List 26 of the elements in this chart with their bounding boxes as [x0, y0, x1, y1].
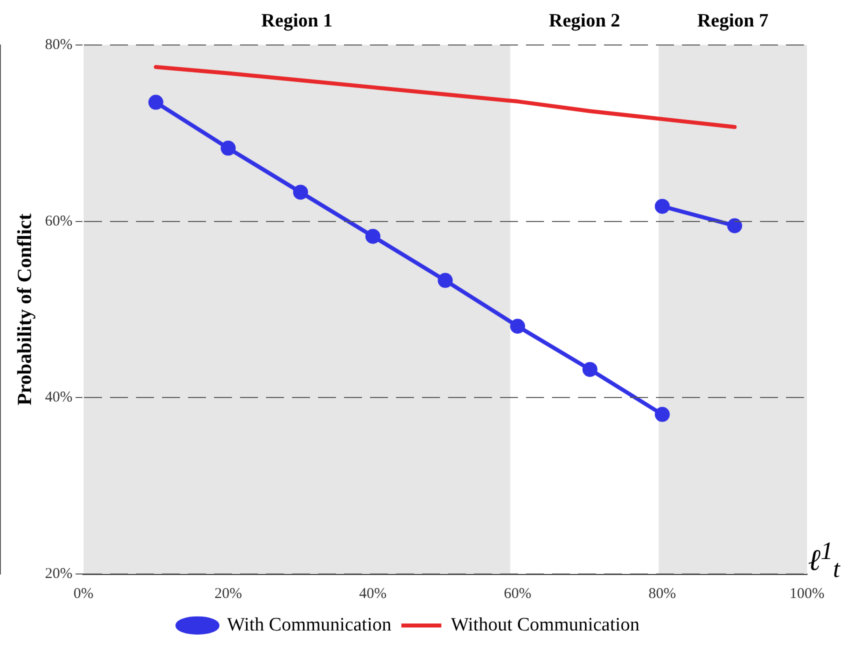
point — [438, 272, 453, 288]
point — [148, 94, 164, 110]
x-tick-label: 100% — [790, 586, 824, 602]
legend-label: With Communication — [226, 614, 392, 636]
y-axis-title: Probability of Conflict — [14, 213, 36, 406]
legend-label: Without Communication — [450, 614, 640, 636]
x-tick-label: 40% — [359, 586, 387, 602]
point — [293, 184, 308, 200]
point — [727, 218, 742, 234]
x-tick-label: 20% — [214, 586, 242, 602]
band-label: Region 2 — [548, 10, 620, 32]
point — [654, 406, 670, 422]
point — [220, 140, 236, 156]
x-tick-label: 0% — [73, 586, 94, 602]
y-tick-label: 20% — [44, 566, 72, 582]
y-tick-label: 80% — [44, 36, 72, 53]
band-label: Region 7 — [697, 10, 769, 32]
point — [582, 362, 598, 377]
x-tick-label: 60% — [504, 586, 532, 602]
y-tick-label: 40% — [44, 390, 72, 406]
x-tick-label: 80% — [648, 586, 676, 602]
point — [654, 198, 670, 214]
y-tick-label: 60% — [44, 213, 72, 230]
band-label: Region 1 — [261, 10, 333, 32]
point — [510, 318, 526, 334]
point — [365, 228, 380, 244]
